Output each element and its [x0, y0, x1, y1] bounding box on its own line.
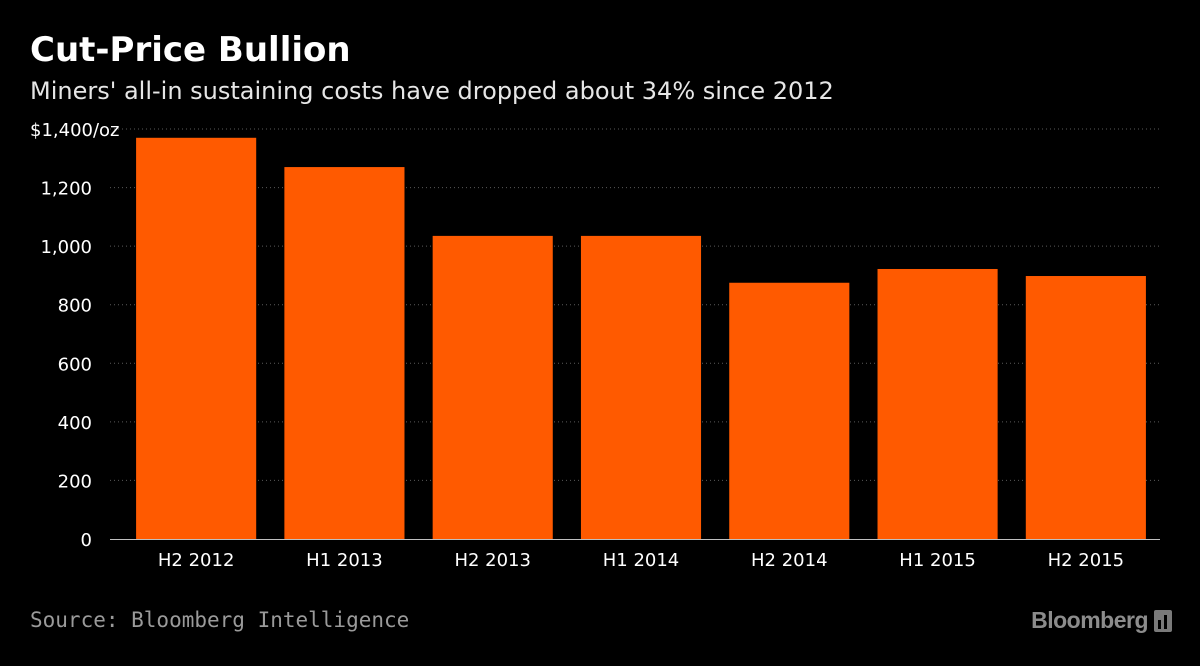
y-tick-label: 600: [58, 354, 92, 375]
y-tick-label: 400: [58, 413, 92, 434]
bar: [1025, 276, 1146, 539]
bar: [432, 235, 553, 539]
x-tick-label: H1 2015: [899, 550, 976, 571]
chart-title: Cut-Price Bullion: [30, 30, 351, 70]
brand-name: Bloomberg: [1031, 607, 1148, 633]
chart-subtitle: Miners' all-in sustaining costs have dro…: [30, 77, 834, 105]
x-tick-label: H1 2013: [306, 550, 383, 571]
bloomberg-terminal-icon: [1154, 609, 1172, 632]
x-tick-label: H2 2012: [158, 550, 235, 571]
y-tick-label: 800: [58, 296, 92, 317]
x-tick-label: H1 2014: [603, 550, 680, 571]
y-axis-unit-label: $1,400/oz: [30, 120, 120, 141]
bar: [284, 167, 405, 540]
y-tick-label: 1,000: [40, 237, 92, 258]
x-tick-label: H2 2013: [454, 550, 531, 571]
x-tick-label: H2 2014: [751, 550, 828, 571]
bar: [136, 137, 257, 540]
bloomberg-logo: Bloomberg: [1031, 607, 1172, 634]
y-tick-label: 0: [81, 530, 92, 551]
y-tick-label: 1,200: [40, 179, 92, 200]
bar: [729, 282, 850, 539]
y-tick-label: 200: [58, 471, 92, 492]
source-note: Source: Bloomberg Intelligence: [30, 608, 410, 632]
x-tick-label: H2 2015: [1048, 550, 1125, 571]
bar-chart: 0 200 400 600 800 1,000 1,200 $1,400/oz H2 2012 H…: [30, 120, 1160, 571]
bar: [877, 268, 998, 539]
bar: [580, 235, 702, 539]
